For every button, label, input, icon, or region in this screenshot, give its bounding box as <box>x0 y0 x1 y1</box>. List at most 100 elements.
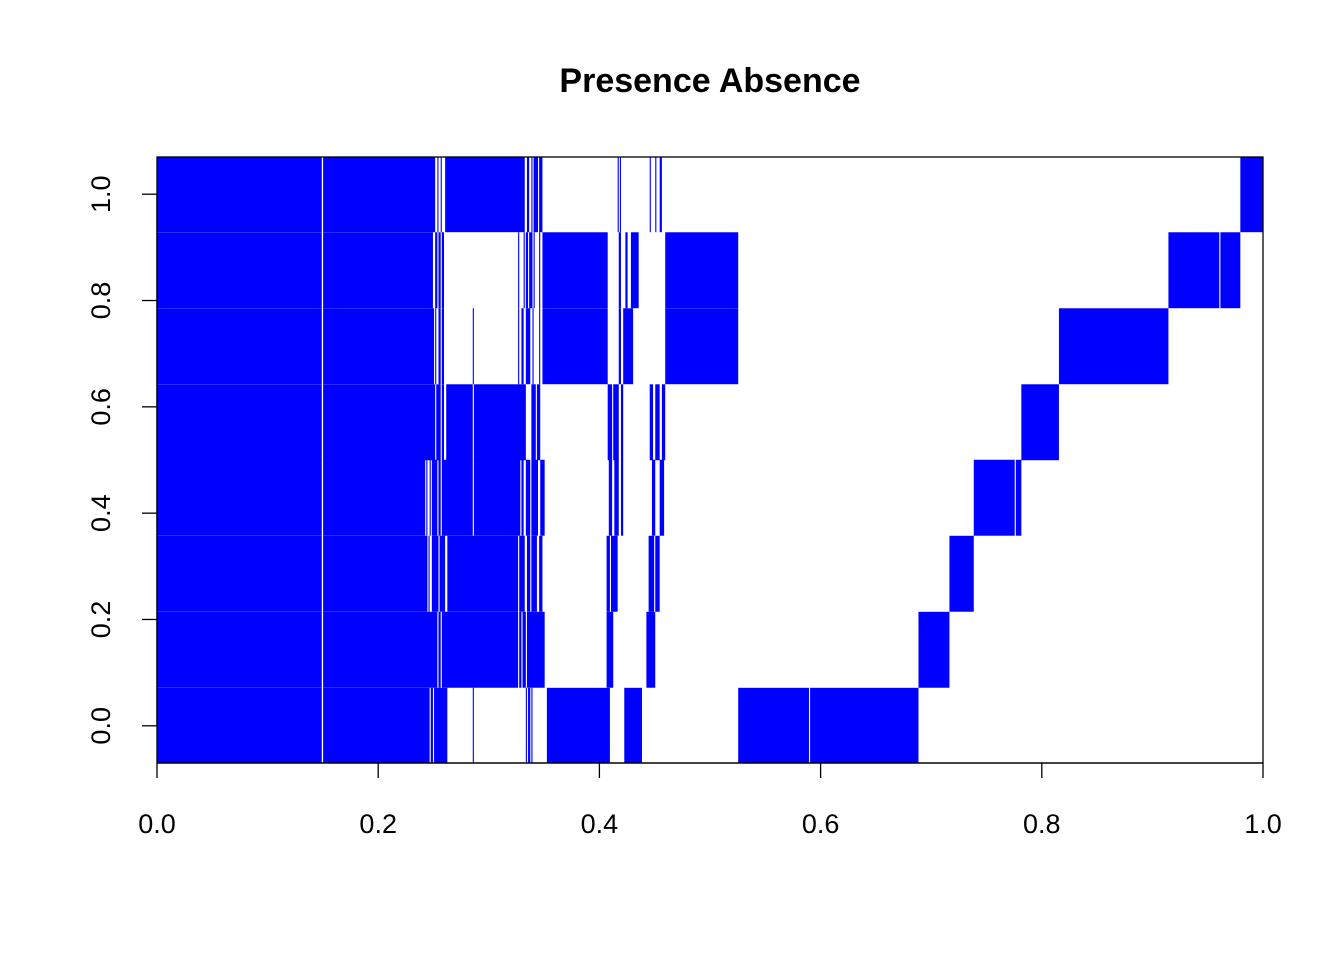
y-tick-label: 0.6 <box>86 388 116 426</box>
heatmap-cell <box>655 535 660 612</box>
heatmap-cell <box>614 459 619 536</box>
heatmap-cell <box>531 157 533 233</box>
heatmap-cell <box>157 611 322 688</box>
heatmap-cell <box>323 232 433 309</box>
heatmap-cell <box>157 687 322 763</box>
heatmap-cell <box>157 232 322 309</box>
heatmap-cell <box>473 459 521 536</box>
heatmap-cell <box>525 308 531 385</box>
heatmap-cell <box>439 535 446 612</box>
heatmap-cell <box>620 384 624 461</box>
heatmap-cell <box>438 459 441 536</box>
heatmap-cell <box>542 308 608 385</box>
heatmap-cell <box>607 384 613 461</box>
heatmap-cell <box>323 308 435 385</box>
heatmap-cell <box>619 157 621 233</box>
heatmap-cell <box>651 459 656 536</box>
heatmap-cell <box>157 157 322 233</box>
heatmap-cell <box>532 308 534 385</box>
heatmap-cell <box>157 535 322 612</box>
heatmap-cell <box>437 157 439 233</box>
heatmap-cell <box>441 384 445 461</box>
heatmap-cell <box>526 535 531 612</box>
heatmap-cell <box>531 687 533 763</box>
x-tick-label: 0.0 <box>138 809 176 839</box>
heatmap-cell <box>438 232 441 309</box>
heatmap-cell <box>623 308 634 385</box>
heatmap-cell <box>519 535 525 612</box>
x-tick-label: 0.8 <box>1023 809 1061 839</box>
heatmap-cell <box>618 232 621 309</box>
heatmap-cell <box>625 232 628 309</box>
heatmap-cell <box>528 687 531 763</box>
heatmap-cell <box>655 384 660 461</box>
heatmap-cell <box>539 535 543 612</box>
heatmap-cell <box>323 157 436 233</box>
heatmap-cell <box>659 157 662 233</box>
heatmap-cell <box>521 459 524 536</box>
heatmap-cell <box>659 459 665 536</box>
heatmap-cell <box>441 308 445 385</box>
heatmap-cell <box>323 384 436 461</box>
heatmap-cell <box>646 611 656 688</box>
heatmap-cell <box>606 611 614 688</box>
heatmap-cell <box>918 611 950 688</box>
heatmap-cell <box>1240 157 1263 233</box>
heatmap-cell <box>531 535 537 612</box>
heatmap-cell <box>617 157 619 233</box>
heatmap-cell <box>522 611 526 688</box>
heatmap-cell <box>519 611 522 688</box>
heatmap-cell <box>323 535 428 612</box>
heatmap-cell <box>810 687 919 763</box>
heatmap-cell <box>429 459 431 536</box>
heatmap-cell <box>606 535 610 612</box>
heatmap-cell <box>539 232 541 309</box>
heatmap-cell <box>665 232 739 309</box>
heatmap-cells <box>157 157 1263 763</box>
y-axis: 0.0 0.2 0.4 0.6 0.8 1.0 <box>86 175 158 745</box>
heatmap-cell <box>518 308 520 385</box>
heatmap-cell <box>649 157 651 233</box>
heatmap-cell <box>529 232 533 309</box>
heatmap-cell <box>441 611 519 688</box>
heatmap-cell <box>648 535 655 612</box>
heatmap-cell <box>428 535 430 612</box>
heatmap-cell <box>531 459 539 536</box>
heatmap-cell <box>436 384 441 461</box>
chart-title: Presence Absence <box>559 62 860 100</box>
heatmap-cell <box>438 308 441 385</box>
heatmap-cell <box>618 308 621 385</box>
heatmap-cell <box>323 459 426 536</box>
x-tick-label: 0.6 <box>802 809 840 839</box>
heatmap-cell <box>447 535 519 612</box>
y-tick-label: 1.0 <box>86 175 116 213</box>
x-tick-label: 0.2 <box>359 809 397 839</box>
heatmap-cell <box>525 232 529 309</box>
x-tick-label: 0.4 <box>581 809 619 839</box>
heatmap-cell <box>323 687 430 763</box>
heatmap-cell <box>630 232 639 309</box>
heatmap-cell <box>441 232 445 309</box>
heatmap-cell <box>430 687 433 763</box>
heatmap-cell <box>435 232 438 309</box>
heatmap-cell <box>649 384 654 461</box>
heatmap-cell <box>472 687 474 763</box>
heatmap-cell <box>613 384 619 461</box>
heatmap-cell <box>323 611 438 688</box>
y-tick-label: 0.2 <box>86 601 116 639</box>
heatmap-cell <box>1021 384 1059 461</box>
heatmap-cell <box>157 384 322 461</box>
heatmap-cell <box>438 611 441 688</box>
heatmap-cell <box>531 384 536 461</box>
heatmap-cell <box>525 687 527 763</box>
heatmap-cell <box>157 308 322 385</box>
heatmap-cell <box>1058 308 1169 385</box>
heatmap-cell <box>526 157 530 233</box>
heatmap-cell <box>523 232 525 309</box>
heatmap-cell <box>473 384 526 461</box>
heatmap-cell <box>431 535 439 612</box>
heatmap-cell <box>624 687 642 763</box>
heatmap-cell <box>518 232 520 309</box>
heatmap-cell <box>949 535 974 612</box>
